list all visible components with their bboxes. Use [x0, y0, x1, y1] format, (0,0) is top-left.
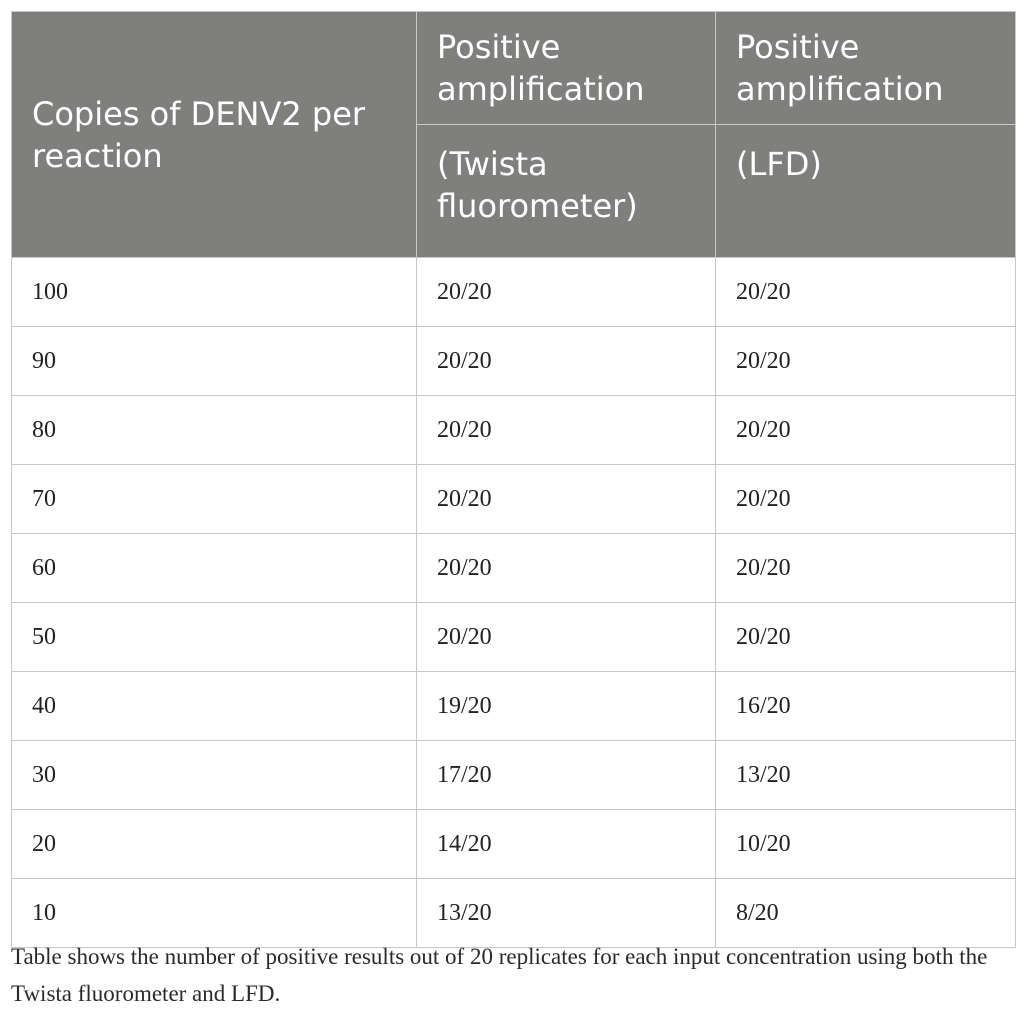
header-twista-sub: (Twista fluorometer)	[416, 124, 716, 258]
cell-twista: 20/20	[416, 533, 716, 603]
cell-twista: 17/20	[416, 740, 716, 810]
cell-twista: 13/20	[416, 878, 716, 948]
cell-lfd: 10/20	[715, 809, 1016, 879]
cell-copies: 10	[11, 878, 417, 948]
cell-copies: 20	[11, 809, 417, 879]
table-row: 30 17/20 13/20	[11, 740, 1016, 810]
cell-lfd: 13/20	[715, 740, 1016, 810]
cell-twista: 20/20	[416, 464, 716, 534]
header-twista-top: Positive amplification	[416, 11, 716, 125]
cell-twista: 20/20	[416, 395, 716, 465]
cell-copies: 30	[11, 740, 417, 810]
cell-lfd: 20/20	[715, 602, 1016, 672]
cell-copies: 100	[11, 257, 417, 327]
header-copies: Copies of DENV2 per reaction	[11, 11, 417, 258]
cell-lfd: 16/20	[715, 671, 1016, 741]
header-lfd-top: Positive amplification	[715, 11, 1016, 125]
table-row: 10 13/20 8/20	[11, 878, 1016, 948]
table-row: 100 20/20 20/20	[11, 257, 1016, 327]
cell-copies: 60	[11, 533, 417, 603]
cell-copies: 80	[11, 395, 417, 465]
table-row: 20 14/20 10/20	[11, 809, 1016, 879]
results-table: Copies of DENV2 per reaction Positive am…	[11, 11, 1016, 948]
table-row: 80 20/20 20/20	[11, 395, 1016, 465]
cell-copies: 40	[11, 671, 417, 741]
cell-copies: 50	[11, 602, 417, 672]
cell-lfd: 20/20	[715, 533, 1016, 603]
table-row: 90 20/20 20/20	[11, 326, 1016, 396]
cell-lfd: 20/20	[715, 257, 1016, 327]
cell-copies: 90	[11, 326, 417, 396]
cell-twista: 20/20	[416, 602, 716, 672]
cell-lfd: 20/20	[715, 395, 1016, 465]
cell-twista: 19/20	[416, 671, 716, 741]
table-row: 60 20/20 20/20	[11, 533, 1016, 603]
cell-twista: 20/20	[416, 326, 716, 396]
cell-lfd: 20/20	[715, 326, 1016, 396]
cell-twista: 14/20	[416, 809, 716, 879]
table-header: Copies of DENV2 per reaction Positive am…	[11, 11, 1016, 258]
header-lfd-sub: (LFD)	[715, 124, 1016, 258]
cell-twista: 20/20	[416, 257, 716, 327]
cell-lfd: 20/20	[715, 464, 1016, 534]
table-row: 40 19/20 16/20	[11, 671, 1016, 741]
table-caption: Table shows the number of positive resul…	[11, 944, 988, 1006]
cell-copies: 70	[11, 464, 417, 534]
cell-lfd: 8/20	[715, 878, 1016, 948]
table-row: 50 20/20 20/20	[11, 602, 1016, 672]
table-row: 70 20/20 20/20	[11, 464, 1016, 534]
table-body: 100 20/20 20/20 90 20/20 20/20 80 20/20 20/20 …	[11, 257, 1016, 948]
